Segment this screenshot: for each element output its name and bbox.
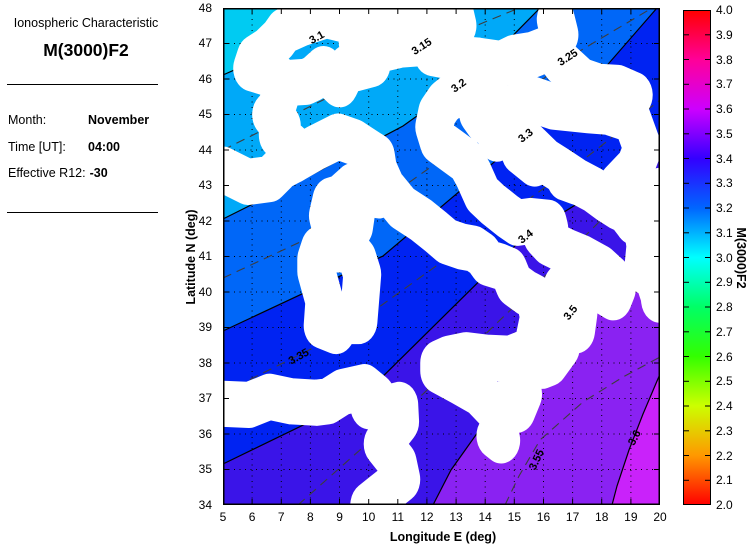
y-tick-label: 38: [198, 355, 212, 370]
y-tick-label: 41: [198, 249, 212, 263]
colorbar-tick-label: 3.2: [716, 201, 733, 215]
r12-row: Effective R12: -30: [8, 166, 108, 180]
y-tick-label: 45: [198, 107, 212, 121]
time-label: Time [UT]:: [8, 140, 66, 154]
x-tick-label: 6: [248, 510, 256, 524]
colorbar-tick-label: 3.6: [716, 102, 733, 116]
x-axis-title: Longitude E (deg): [389, 530, 497, 544]
colorbar-tick-label: 3.3: [716, 176, 733, 191]
panel-title: Ionospheric Characteristic: [13, 16, 159, 30]
colorbar-tick-label: 2.7: [716, 324, 733, 339]
separator-top: [7, 84, 158, 85]
y-tick-label: 36: [198, 426, 212, 441]
characteristic-name: M(3000)F2: [43, 40, 129, 60]
separator-bottom: [7, 212, 158, 213]
colorbar-tick-label: 3.0: [716, 250, 733, 265]
x-tick-label: 16: [536, 510, 551, 524]
colorbar-tick-label: 2.4: [716, 399, 733, 413]
colorbar-tick-label: 3.1: [716, 225, 733, 240]
colorbar-tick-label: 3.5: [716, 126, 733, 141]
y-tick-label: 35: [198, 462, 212, 476]
y-tick-label: 48: [198, 0, 212, 15]
x-tick-label: 10: [361, 510, 376, 524]
time-value: 04:00: [88, 140, 120, 154]
y-tick-label: 46: [198, 71, 212, 86]
colorbar-tick-label: 2.0: [716, 498, 733, 512]
y-tick-label: 34: [198, 497, 212, 512]
colorbar-tick-label: 3.4: [716, 151, 733, 166]
x-tick-label: 12: [420, 510, 434, 524]
colorbar-tick-label: 2.3: [716, 423, 733, 438]
border-france-italy: [252, 60, 317, 184]
r12-label: Effective R12:: [8, 166, 86, 180]
y-tick-label: 44: [198, 142, 212, 157]
x-tick-label: 14: [478, 510, 492, 524]
border-austria-hungary: [531, 8, 579, 71]
border-germany-austria: [338, 8, 477, 57]
colorbar-tick-label: 2.1: [716, 473, 733, 488]
coastline-island-pag: [501, 128, 554, 187]
colorbar-tick-label: 3.8: [716, 52, 733, 67]
x-tick-label: 9: [336, 510, 343, 524]
x-tick-label: 11: [391, 510, 405, 524]
colorbar-tick-label: 3.9: [716, 27, 733, 42]
coastline-island-brac: [546, 154, 596, 206]
month-value: November: [88, 113, 150, 127]
month-label: Month:: [8, 113, 47, 127]
contour-map: 3.1 3.153.23.253.33.353.43.53.553.6: [223, 8, 660, 505]
colorbar-title: M(3000)F2: [734, 227, 748, 289]
contour-line-dashed: [504, 356, 660, 505]
colorbar-tick-label: 2.5: [716, 374, 733, 389]
r12-value: -30: [89, 166, 108, 180]
colorbar-ticks: [683, 10, 711, 505]
contour-band: [612, 374, 660, 505]
x-tick-label: 8: [307, 510, 314, 524]
y-tick-label: 47: [198, 36, 212, 50]
y-tick-label: 42: [198, 213, 212, 228]
colorbar-tick-label: 3.7: [716, 77, 733, 92]
month-row: Month: November: [8, 113, 149, 127]
y-tick-label: 37: [198, 391, 212, 405]
y-tick-label: 39: [198, 320, 212, 334]
colorbar-tick-label: 2.9: [716, 275, 733, 290]
coastline-elba: [352, 167, 400, 219]
x-tick-label: 13: [449, 510, 463, 524]
x-tick-label: 19: [624, 510, 638, 524]
border-croatia-bosnia: [505, 73, 660, 224]
x-tick-label: 5: [219, 510, 227, 524]
y-tick-label: 40: [198, 284, 212, 299]
colorbar: [683, 10, 711, 505]
colorbar-tick-label: 2.2: [716, 448, 733, 463]
plot-border: [223, 8, 660, 505]
x-tick-label: 20: [653, 510, 667, 524]
contour-line-solid: [611, 373, 660, 505]
coastline-sardinia: [297, 224, 382, 355]
colorbar-tick-label: 4.0: [716, 3, 733, 17]
x-tick-label: 7: [277, 510, 285, 524]
coastline-island-cres: [476, 94, 519, 162]
border-montenegro-albania: [614, 167, 660, 245]
x-tick-label: 18: [595, 510, 609, 524]
time-row: Time [UT]: 04:00: [8, 140, 120, 154]
y-tick-label: 43: [198, 178, 212, 192]
coastline-malta: [476, 412, 521, 464]
y-axis-title: Latitude N (deg): [184, 209, 198, 305]
coastline-tunisia: [223, 364, 421, 505]
x-tick-label: 15: [507, 510, 522, 524]
coastline-sicily: [420, 329, 553, 433]
colorbar-tick-label: 2.8: [716, 300, 733, 314]
colorbar-tick-label: 2.6: [716, 349, 733, 364]
x-tick-label: 17: [565, 510, 580, 524]
coastlines: [223, 8, 660, 505]
